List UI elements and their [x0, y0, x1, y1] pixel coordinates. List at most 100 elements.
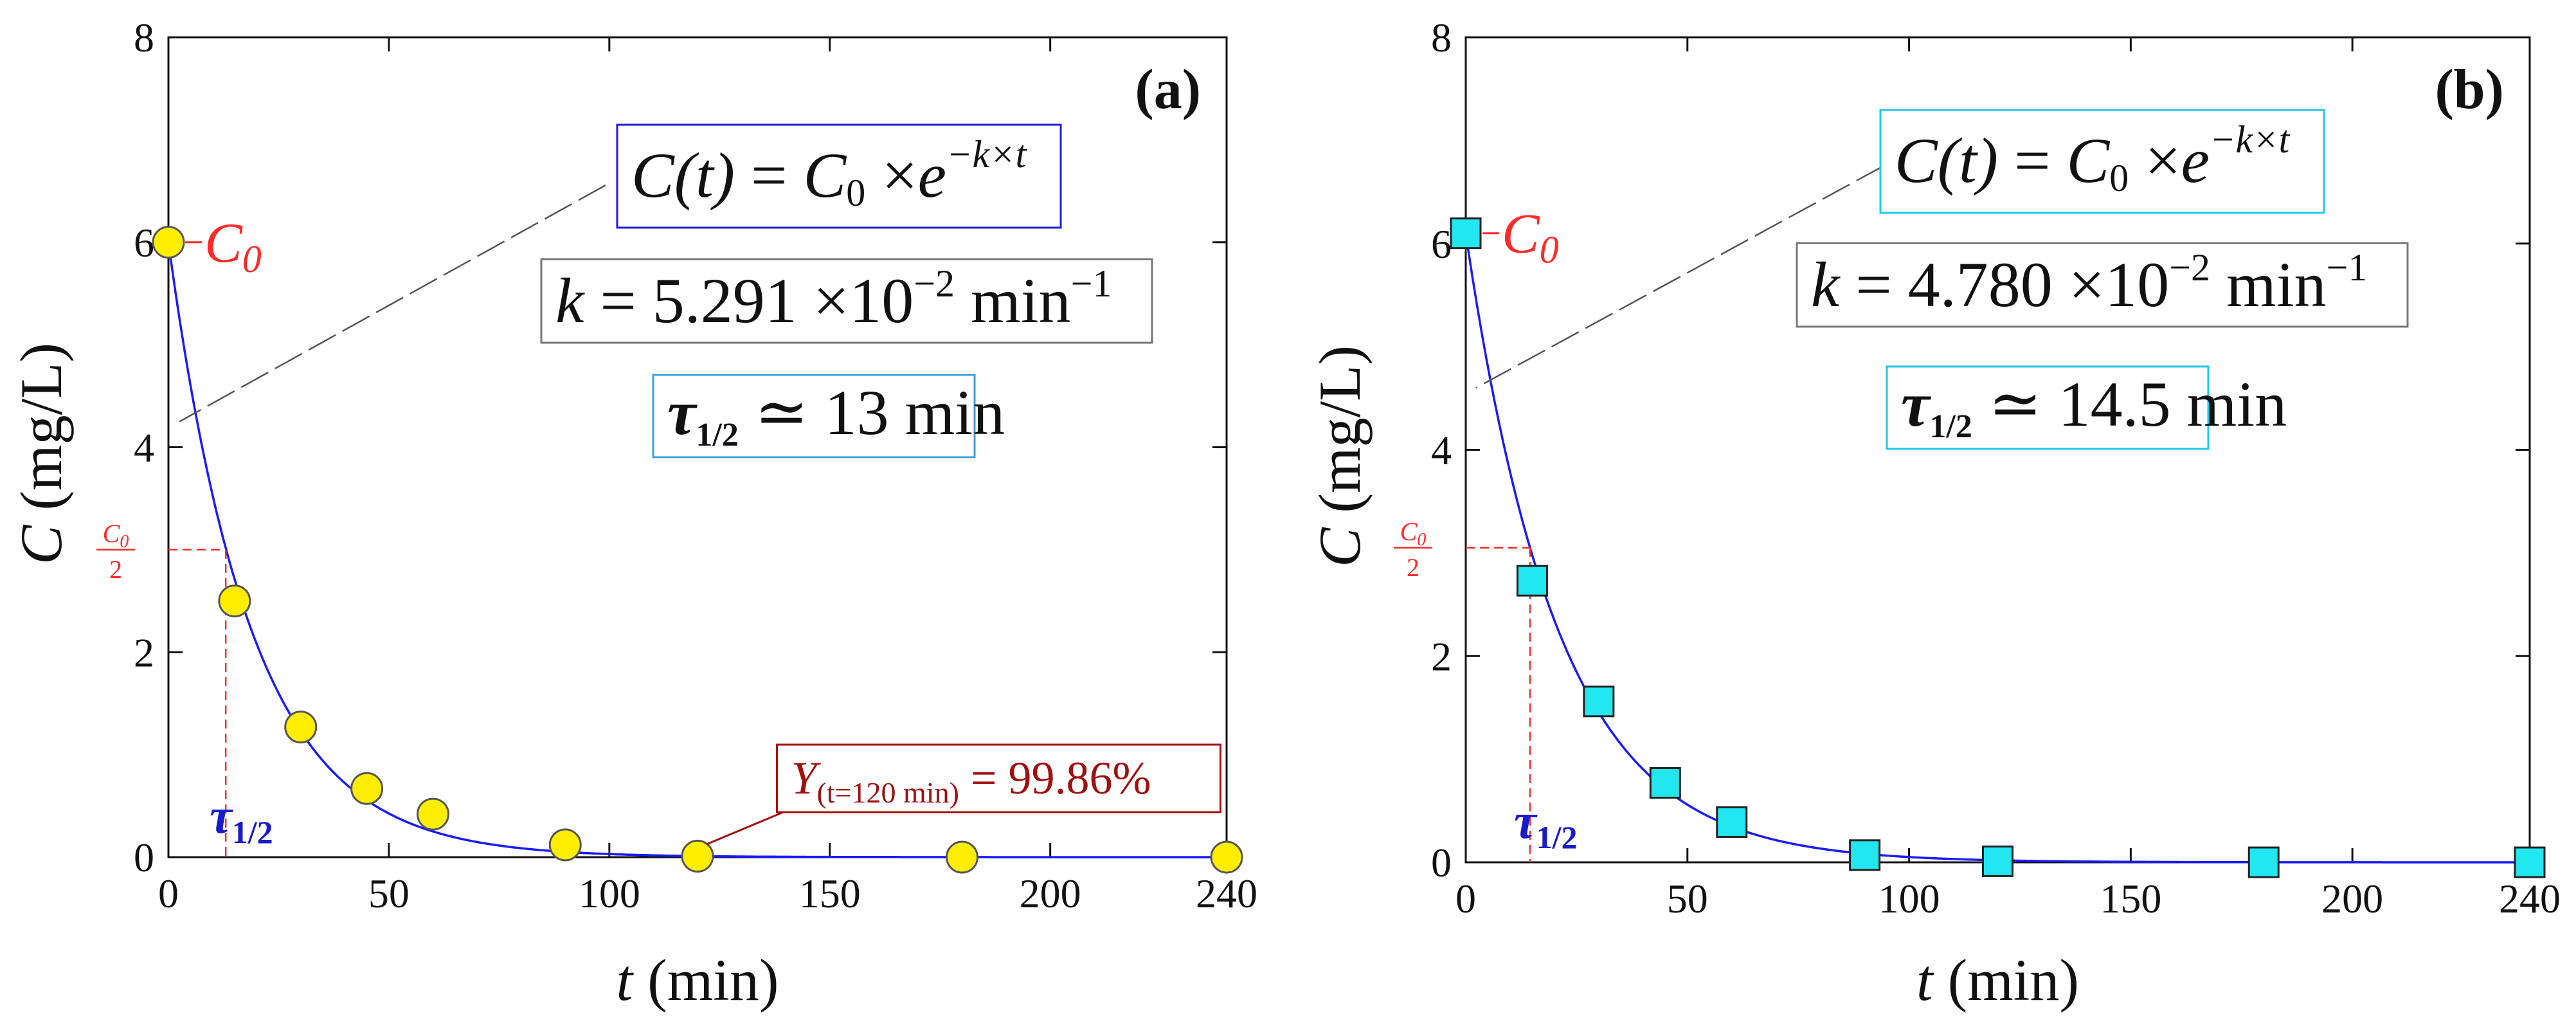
equation-c0: C — [2067, 125, 2111, 196]
k-equals: = — [1839, 249, 1907, 320]
x-tick-label: 0 — [158, 871, 179, 916]
panel-label: (b) — [2435, 59, 2504, 121]
tau-axis-sub: 1/2 — [232, 814, 273, 850]
y-axis-label-var: C — [8, 524, 74, 565]
k-equals: = — [584, 265, 652, 336]
yield-leader-line — [706, 811, 784, 846]
equation-text: C(t) = C0 ×e−k×t — [1895, 118, 2291, 199]
data-point — [946, 840, 978, 874]
half-c0-denominator: 2 — [1407, 553, 1419, 582]
data-point — [2514, 846, 2546, 878]
tau-symbol: τ — [667, 377, 698, 448]
c0-var: C — [204, 212, 243, 275]
x-axis-label-unit: (min) — [633, 947, 779, 1013]
tau-box — [1886, 365, 2210, 450]
tau-approx: ≃ — [739, 377, 825, 448]
data-point — [2247, 846, 2280, 878]
yield-text: Y(t=120 min) = 99.86% — [791, 752, 1151, 809]
tau-approx: ≃ — [1972, 368, 2058, 440]
y-tick-label: 6 — [1431, 221, 1452, 267]
equation-leader-line — [1475, 165, 1884, 389]
k-symbol: k — [1811, 249, 1841, 320]
x-tick-label: 150 — [799, 871, 861, 916]
y-tick-label: 4 — [134, 425, 154, 471]
y-tick-label: 0 — [1431, 840, 1452, 885]
x-tick-label: 150 — [2100, 876, 2161, 921]
y-axis-label: C (mg/L) — [1307, 345, 1373, 567]
x-tick-label: 50 — [1667, 876, 1708, 921]
data-point — [417, 797, 449, 831]
y-axis-label-unit: (mg/L) — [1307, 345, 1373, 528]
x-tick-label: 240 — [2499, 876, 2561, 921]
c0-label: C0 — [1502, 203, 1559, 271]
yield-sub: (t=120 min) — [816, 776, 959, 809]
y-tick-label: 8 — [134, 15, 154, 60]
equation-e: e — [918, 140, 946, 211]
y-axis-label-unit: (mg/L) — [8, 343, 74, 525]
data-point — [1450, 217, 1482, 249]
x-tick-label: 50 — [368, 871, 410, 916]
k-mantissa: 4.780 — [1908, 249, 2053, 320]
k-box — [1796, 242, 2409, 328]
x-tick-label: 0 — [1455, 876, 1476, 921]
data-point — [1982, 845, 2013, 877]
y-tick-label: 8 — [1431, 15, 1452, 60]
tau-axis-symbol: τ — [210, 788, 233, 844]
data-point — [1210, 840, 1243, 874]
tau-text: τ1/2 ≃ 14.5 min — [1901, 368, 2287, 445]
k-box — [540, 258, 1153, 344]
data-point — [152, 226, 185, 259]
tau-value: 14.5 min — [2058, 368, 2287, 440]
tau-axis-label: τ1/2 — [1514, 793, 1578, 855]
half-c0-var: C — [1400, 517, 1418, 546]
k-unit: min — [955, 265, 1071, 336]
y-axis-label: C (mg/L) — [8, 343, 74, 565]
y-tick-label: 6 — [134, 220, 154, 266]
equation-text: C(t) = C0 ×e−k×t — [631, 133, 1027, 214]
tau-box — [652, 374, 976, 458]
tau-axis-symbol: τ — [1514, 793, 1538, 849]
tau-text: τ1/2 ≃ 13 min — [667, 377, 1005, 453]
equation-c0-sub: 0 — [2109, 157, 2129, 199]
tau-axis-sub: 1/2 — [1536, 819, 1578, 855]
tau-axis-label: τ1/2 — [210, 788, 273, 850]
k-times-ten: ×10 — [2053, 249, 2169, 320]
tau-sub: 1/2 — [696, 417, 738, 453]
half-c0-sub: 0 — [120, 532, 129, 552]
k-unit: min — [2210, 249, 2327, 320]
equation-exponent: −k×t — [946, 133, 1027, 176]
data-point — [1649, 767, 1681, 799]
equation-times: × — [865, 140, 917, 211]
k-symbol: k — [555, 265, 585, 336]
data-point — [1583, 685, 1615, 718]
x-tick-label: 240 — [1196, 871, 1257, 916]
x-tick-label: 200 — [2321, 876, 2383, 921]
k-unit-exponent: −1 — [1071, 262, 1112, 305]
k-text: k = 4.780 ×10−2 min−1 — [1811, 246, 2367, 320]
half-c0-denominator: 2 — [109, 555, 122, 584]
data-point — [1716, 806, 1748, 838]
y-tick-label: 0 — [134, 835, 154, 880]
data-point — [350, 772, 384, 805]
panel-label: (a) — [1135, 59, 1201, 121]
half-c0-var: C — [103, 519, 121, 548]
c0-sub: 0 — [242, 238, 262, 280]
k-mantissa: 5.291 — [653, 265, 797, 336]
data-point — [548, 828, 582, 862]
c0-sub: 0 — [1540, 229, 1559, 271]
data-point — [681, 839, 714, 873]
half-c0-numerator: C0 — [103, 519, 129, 552]
yield-box — [775, 743, 1221, 813]
k-exponent: −2 — [2169, 246, 2210, 289]
x-tick-label: 200 — [1020, 871, 1081, 916]
x-axis-label-var: t — [1916, 947, 1934, 1013]
equation-lhs: C(t) — [1895, 125, 1998, 196]
yield-symbol: Y — [791, 752, 821, 804]
half-c0-numerator: C0 — [1400, 517, 1427, 550]
equation-equals: = — [735, 140, 803, 211]
equation-times: × — [2129, 125, 2181, 196]
c0-label: C0 — [204, 212, 262, 280]
x-axis-label: t (min) — [617, 947, 779, 1013]
